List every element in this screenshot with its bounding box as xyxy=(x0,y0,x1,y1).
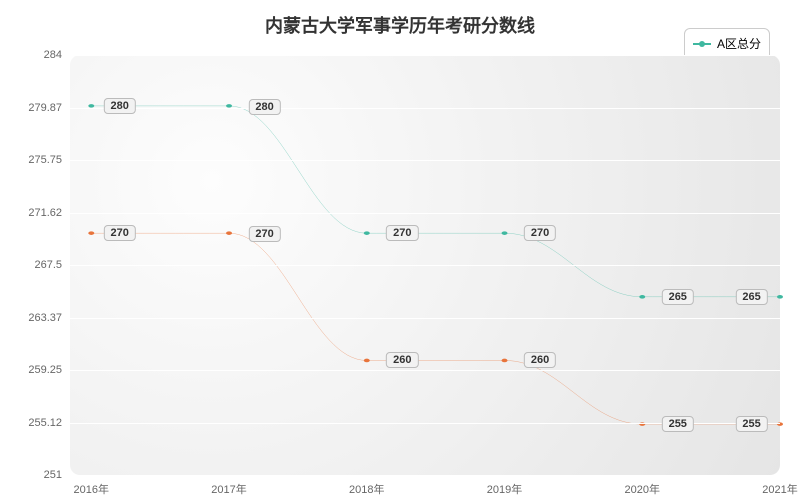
data-label: 270 xyxy=(386,225,418,241)
gridline xyxy=(70,370,780,371)
gridline xyxy=(70,160,780,161)
data-label: 280 xyxy=(248,99,280,115)
gridline xyxy=(70,318,780,319)
legend-label: A区总分 xyxy=(717,35,761,52)
x-axis-label: 2017年 xyxy=(211,475,246,497)
y-axis-label: 251 xyxy=(44,469,70,481)
x-axis-label: 2018年 xyxy=(349,475,384,497)
series-marker xyxy=(226,231,232,235)
chart-container: 内蒙古大学军事学历年考研分数线 A区总分B区总分 251255.12259.25… xyxy=(0,0,800,500)
chart-title: 内蒙古大学军事学历年考研分数线 xyxy=(265,12,535,38)
data-label: 260 xyxy=(386,352,418,368)
x-axis-label: 2019年 xyxy=(487,475,522,497)
legend-swatch xyxy=(693,43,711,45)
series-marker xyxy=(639,295,645,299)
x-axis-label: 2021年 xyxy=(762,475,797,497)
y-axis-label: 259.25 xyxy=(28,364,70,376)
gridline xyxy=(70,55,780,56)
data-label: 255 xyxy=(735,416,767,432)
gridline xyxy=(70,265,780,266)
y-axis-label: 255.12 xyxy=(28,417,70,429)
plot-area: 251255.12259.25263.37267.5271.62275.7527… xyxy=(70,55,780,475)
series-marker xyxy=(502,231,508,235)
data-label: 270 xyxy=(248,226,280,242)
y-axis-label: 275.75 xyxy=(28,154,70,166)
data-label: 265 xyxy=(662,289,694,305)
x-axis-label: 2020年 xyxy=(625,475,660,497)
x-axis-label: 2016年 xyxy=(74,475,109,497)
gridline xyxy=(70,213,780,214)
gridline xyxy=(70,475,780,476)
data-label: 265 xyxy=(735,289,767,305)
series-line xyxy=(91,233,780,424)
series-marker xyxy=(88,231,94,235)
series-marker xyxy=(777,295,783,299)
series-line xyxy=(91,106,780,297)
series-marker xyxy=(502,359,508,363)
y-axis-label: 267.5 xyxy=(34,259,70,271)
data-label: 255 xyxy=(662,416,694,432)
data-label: 270 xyxy=(524,225,556,241)
y-axis-label: 271.62 xyxy=(28,207,70,219)
legend-item: A区总分 xyxy=(693,35,761,52)
data-label: 280 xyxy=(104,98,136,114)
y-axis-label: 279.87 xyxy=(28,102,70,114)
y-axis-label: 263.37 xyxy=(28,312,70,324)
series-marker xyxy=(364,231,370,235)
series-marker xyxy=(364,359,370,363)
gridline xyxy=(70,108,780,109)
y-axis-label: 284 xyxy=(44,49,70,61)
data-label: 270 xyxy=(104,225,136,241)
data-label: 260 xyxy=(524,352,556,368)
